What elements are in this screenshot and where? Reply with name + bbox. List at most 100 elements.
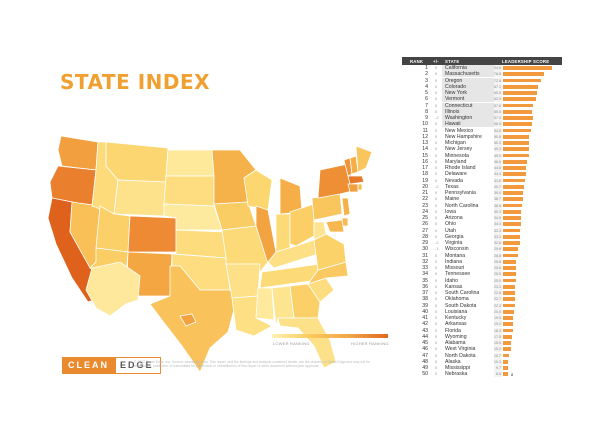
score-value: 38.7: [494, 196, 502, 203]
change-cell: 0: [435, 102, 438, 108]
state-cell: Alaska: [442, 359, 494, 365]
score-bar: [503, 172, 527, 177]
state-cell: New York: [442, 90, 494, 96]
rank-cell: 42: [422, 321, 428, 328]
state-name: New Jersey: [445, 146, 473, 153]
score-value: 15.2: [494, 346, 502, 353]
rank-cell: 34: [422, 271, 428, 278]
state-name: Wyoming: [445, 333, 467, 340]
state-cell: West Virginia: [442, 346, 494, 352]
rank-cell: 8: [425, 108, 428, 115]
score-bar: [503, 322, 513, 327]
table-row: 15 0 Minnesota 49.0: [402, 153, 562, 159]
table-row: 31 0 Montana 28.8: [402, 253, 562, 259]
state-cell: Idaho: [442, 278, 494, 284]
score-value: 34.9: [494, 215, 502, 222]
score-value: 39.0: [494, 190, 502, 197]
rank-cell: 29: [422, 240, 428, 246]
change-cell: 0: [435, 271, 438, 277]
score-bar: [503, 178, 525, 183]
change-cell: 0: [435, 127, 438, 133]
rank-cell: 48: [422, 358, 428, 365]
state-name: West Virginia: [445, 346, 476, 353]
legend-gradient: [272, 334, 388, 338]
change-cell: 0: [435, 371, 438, 377]
score-value: 33.2: [494, 233, 502, 240]
score-value: 25.5: [494, 271, 502, 278]
state-pa: [311, 193, 343, 221]
table-row: 16 0 Maryland 46.6: [402, 159, 562, 165]
rank-cell: 15: [422, 152, 428, 159]
rank-cell: 23: [422, 202, 428, 209]
state-nd: [165, 149, 215, 177]
table-row: 3 0 Oregon 72.8: [402, 78, 562, 84]
change-cell: 0: [435, 358, 438, 364]
state-ak: [85, 261, 141, 317]
score-value: 19.5: [494, 315, 502, 322]
rank-cell: 26: [422, 221, 428, 228]
state-name: Louisiana: [445, 308, 468, 315]
table-row: 1 0 California 94.6: [402, 65, 562, 71]
table-row: 50 0 Nebraska 8.6: [402, 371, 562, 377]
us-choropleth-map: [47, 135, 373, 373]
table-row: 20 -2 Texas 40.7: [402, 184, 562, 190]
table-row: 48 0 Alaska 10.3: [402, 359, 562, 365]
state-hi: [179, 313, 197, 327]
change-cell: 0: [435, 252, 438, 258]
change-cell: 0: [435, 133, 438, 139]
state-cell: Alabama: [442, 340, 494, 346]
state-cell: Pennsylvania: [442, 190, 494, 196]
state-ct: [347, 183, 359, 193]
state-name: Florida: [445, 327, 461, 334]
score-value: 10.7: [494, 352, 502, 359]
state-cell: Florida: [442, 328, 494, 334]
state-name: Oklahoma: [445, 296, 469, 303]
table-row: 34 0 Tennessee 25.5: [402, 271, 562, 277]
table-row: 6 0 Vermont 62.9: [402, 96, 562, 102]
table-row: 13 0 Michigan 50.3: [402, 140, 562, 146]
state-name: Michigan: [445, 140, 466, 147]
change-cell: 0: [435, 302, 438, 308]
table-row: 22 0 Maine 38.7: [402, 196, 562, 202]
change-cell: 0: [435, 146, 438, 152]
state-name: North Carolina: [445, 202, 479, 209]
state-name: New York: [445, 90, 467, 97]
state-name: Kentucky: [445, 315, 467, 322]
score-value: 67.1: [494, 83, 502, 90]
change-cell: 0: [435, 190, 438, 195]
score-value: 20.5: [494, 308, 502, 315]
change-cell: -2: [435, 183, 439, 189]
rank-cell: 39: [422, 302, 428, 309]
score-value: 34.4: [494, 221, 502, 228]
score-value: 62.9: [494, 96, 502, 103]
change-cell: 0: [435, 140, 438, 145]
state-cell: Maine: [442, 196, 494, 202]
score-bar: [503, 291, 515, 295]
legend-low-label: LOWER RANKING: [273, 341, 310, 346]
change-cell: 0: [435, 171, 438, 177]
state-name: New Hampshire: [445, 133, 482, 140]
score-value: 57.8: [494, 102, 502, 109]
score-bar: [503, 253, 518, 258]
score-value: 50.8: [494, 133, 502, 140]
score-bar: [503, 366, 508, 370]
score-value: 44.6: [494, 165, 502, 172]
score-bar: [503, 241, 521, 245]
rank-cell: 45: [422, 340, 428, 346]
state-name: South Carolina: [445, 290, 480, 297]
change-cell: 0: [435, 290, 438, 295]
state-name: South Dakota: [445, 302, 477, 309]
score-bar: [503, 191, 524, 195]
table-row: 40 0 Louisiana 20.5: [402, 309, 562, 315]
state-cell: North Carolina: [442, 203, 494, 209]
score-value: 15.5: [494, 340, 502, 347]
state-name: Connecticut: [445, 102, 473, 109]
score-bar: [503, 134, 530, 139]
score-value: 25.0: [494, 277, 502, 284]
score-bar: [503, 109, 532, 114]
state-name: Delaware: [445, 171, 467, 178]
state-cell: Wyoming: [442, 334, 494, 340]
table-row: 9 -2 Washington 57.3: [402, 115, 562, 121]
score-bar: [503, 159, 528, 164]
state-cell: Arkansas: [442, 321, 494, 327]
